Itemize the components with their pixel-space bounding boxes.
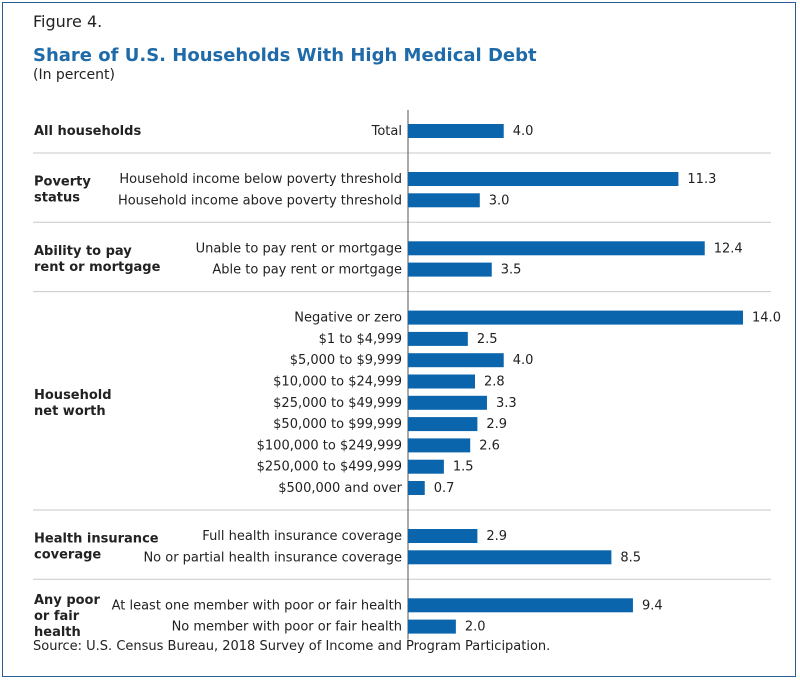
value-label: 3.0 [489,193,510,208]
category-label: $100,000 to $249,999 [257,438,402,453]
group-label: status [34,191,80,206]
bar [408,193,480,208]
category-label: $5,000 to $9,999 [290,353,402,368]
bar [408,310,744,325]
bar [408,417,478,432]
group-label: Household [34,388,112,403]
figure-label: Figure 4. [33,12,103,31]
chart-subtitle: (In percent) [33,67,115,83]
bar [408,374,476,389]
value-label: 3.5 [501,263,522,278]
chart-title: Share of U.S. Households With High Medic… [33,45,537,66]
category-label: $50,000 to $99,999 [273,417,402,432]
value-label: 9.4 [642,598,663,613]
category-label: Able to pay rent or mortgage [212,263,402,278]
value-label: 1.5 [453,460,474,475]
value-label: 12.4 [714,241,743,256]
group-label: or fair [34,609,80,624]
bar [408,438,471,453]
value-label: 8.5 [620,550,641,565]
value-label: 2.8 [484,375,505,390]
value-label: 0.7 [434,481,455,496]
bar [408,395,487,410]
category-label: $500,000 and over [278,481,402,496]
bar [408,550,612,565]
source-note: Source: U.S. Census Bureau, 2018 Survey … [33,639,551,654]
category-label: Household income below poverty threshold [119,172,402,187]
category-label: $1 to $4,999 [319,332,402,347]
bar [408,172,679,186]
value-label: 2.9 [486,417,507,432]
value-label: 3.3 [496,396,517,411]
value-label: 2.6 [479,438,500,453]
value-label: 2.5 [477,332,498,347]
bar [408,598,633,613]
bar [408,459,444,474]
group-label: health [34,625,81,640]
group-label: net worth [34,404,106,419]
category-label: Total [371,124,402,139]
category-label: Negative or zero [294,311,402,326]
group-label: Health insurance [34,532,159,547]
bar [408,529,478,543]
category-label: $10,000 to $24,999 [273,375,402,390]
value-label: 4.0 [513,353,534,368]
category-label: Household income above poverty threshold [118,193,402,208]
bar [408,353,504,368]
bar [408,481,425,495]
category-label: At least one member with poor or fair he… [112,598,402,613]
category-label: No or partial health insurance coverage [143,550,402,565]
value-label: 2.9 [486,529,507,544]
bar [408,241,705,256]
category-label: $250,000 to $499,999 [257,460,402,475]
value-label: 11.3 [687,172,716,187]
group-label: rent or mortgage [34,260,161,275]
category-label: No member with poor or fair health [172,620,402,635]
category-label: Unable to pay rent or mortgage [196,241,402,256]
bar [408,262,492,277]
group-label: Ability to pay [34,244,132,259]
group-label: coverage [34,548,101,563]
value-label: 14.0 [752,311,781,326]
category-label: $25,000 to $49,999 [273,396,402,411]
bar [408,619,456,634]
group-label: Poverty [34,175,91,190]
bar [408,124,504,138]
group-label: All households [34,124,141,139]
category-label: Full health insurance coverage [202,529,402,544]
group-label: Any poor [34,593,100,608]
value-label: 2.0 [465,620,486,635]
bar [408,331,468,346]
value-label: 4.0 [513,124,534,139]
